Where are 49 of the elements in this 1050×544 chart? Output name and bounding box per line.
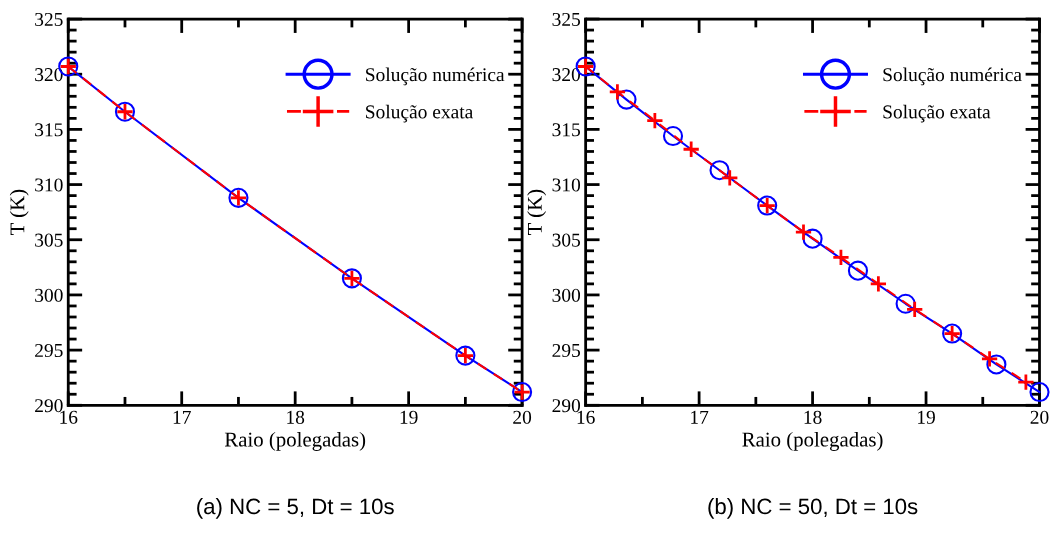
point [869,274,888,293]
point [794,222,813,242]
x-tick-label: 19 [400,410,418,424]
legend-label: Solução numérica [883,67,1022,86]
y-tick-label: 320 [35,68,63,82]
y-tick-label: 295 [552,343,581,358]
point [616,89,637,110]
y-tick-label: 315 [35,123,63,137]
x-tick-label: 18 [804,410,822,424]
point [709,160,730,181]
point [986,354,1007,375]
point [682,140,701,159]
legend-label: Solução numérica [366,67,505,86]
point [980,349,999,368]
y-tick-label: 295 [35,343,63,358]
x-tick-label: 19 [918,410,935,424]
x-axis-title: Raio (polegadas) [224,431,366,451]
x-axis-title: Raio (polegadas) [742,431,883,451]
legend-label: Solução exata [883,104,991,123]
point [895,293,916,314]
y-tick-label: 300 [35,288,63,302]
point [905,300,924,319]
point [608,82,627,101]
y-tick-label: 310 [35,178,63,192]
point [720,168,739,187]
point [645,111,664,130]
point [802,228,823,249]
x-tick-label: 20 [513,410,532,424]
x-tick-label: 20 [1030,410,1049,424]
point [831,248,850,267]
point [1016,373,1035,392]
text: (a) NC = 5, Dt = 10s [197,497,394,519]
legend-label: Solução exata [366,104,474,123]
point [662,125,684,147]
y-tick-label: 315 [552,123,581,137]
y-tick-label: 305 [552,233,581,247]
y-tick-label: 325 [552,12,581,26]
y-tick-label: 300 [552,288,581,302]
x-tick-label: 17 [173,410,191,424]
y-tick-label: 305 [35,233,63,247]
y-tick-label: 325 [35,12,63,26]
x-tick-label: 17 [691,410,709,424]
point [847,260,869,281]
y-tick-label: 310 [552,178,581,192]
y-axis-title: T (K) [527,189,547,236]
y-axis-title: T (K) [9,189,29,236]
y-tick-label: 320 [552,68,581,82]
x-tick-label: 18 [287,410,305,424]
text: (b) NC = 50, Dt = 10s [708,497,918,519]
